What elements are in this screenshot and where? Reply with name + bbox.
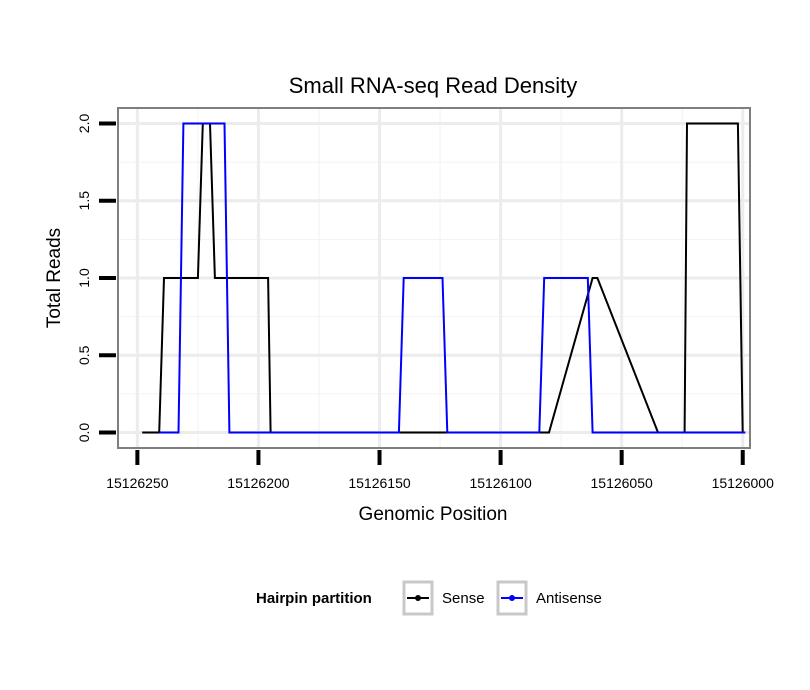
y-tick-label: 0.0 bbox=[76, 423, 92, 443]
x-tick-label: 15126200 bbox=[227, 475, 290, 491]
legend-point-antisense bbox=[509, 595, 515, 601]
y-tick-label: 1.0 bbox=[76, 268, 92, 288]
x-tick-label: 15126100 bbox=[469, 475, 532, 491]
y-tick-label: 1.5 bbox=[76, 191, 92, 211]
legend-item-sense: Sense bbox=[402, 580, 485, 616]
y-tick-label: 0.5 bbox=[76, 345, 92, 365]
series-layer bbox=[142, 122, 746, 434]
legend-point-sense bbox=[415, 595, 421, 601]
x-tick-label: 15126050 bbox=[591, 475, 654, 491]
legend-label-antisense: Antisense bbox=[536, 590, 602, 607]
x-tick-label: 15126250 bbox=[106, 475, 169, 491]
legend: Hairpin partition Sense Antisense bbox=[256, 580, 602, 616]
x-axis-title: Genomic Position bbox=[359, 504, 508, 525]
plot-border bbox=[117, 107, 751, 449]
chart-title: Small RNA-seq Read Density bbox=[289, 73, 578, 98]
y-tick-label: 2.0 bbox=[76, 114, 92, 134]
series-line-antisense bbox=[159, 122, 746, 434]
legend-label-sense: Sense bbox=[442, 590, 485, 607]
x-tick-label: 15126150 bbox=[348, 475, 411, 491]
y-axis-title: Total Reads bbox=[44, 228, 65, 328]
legend-item-antisense: Antisense bbox=[496, 580, 602, 616]
x-axis: 15126250 15126200 15126150 15126100 15126050… bbox=[106, 450, 774, 491]
x-tick-label: 15126000 bbox=[712, 475, 775, 491]
y-axis: 0.0 0.5 1.0 1.5 2.0 bbox=[76, 114, 116, 443]
legend-title: Hairpin partition bbox=[256, 590, 372, 607]
